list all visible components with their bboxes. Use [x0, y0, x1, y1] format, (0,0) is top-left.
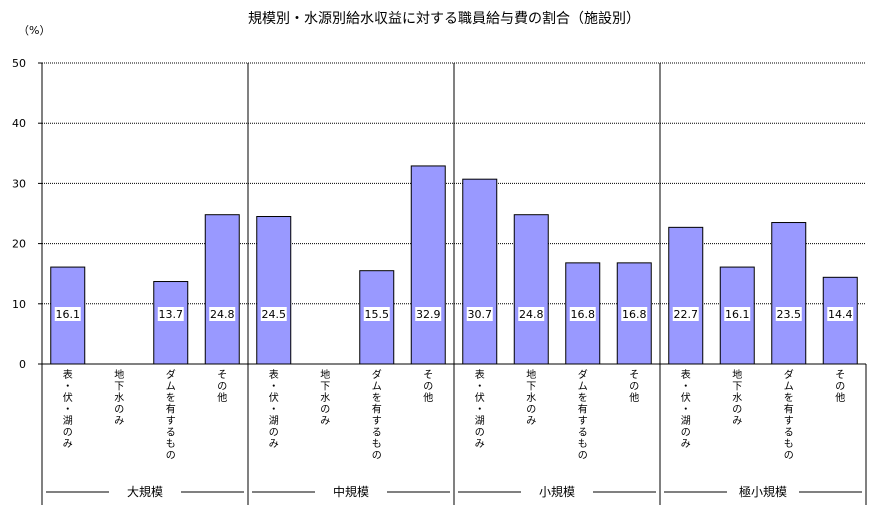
- group-label: 小規模: [539, 484, 575, 499]
- data-label: 23.5: [777, 308, 802, 321]
- category-label: その他: [217, 369, 227, 404]
- category-label: その他: [835, 369, 845, 404]
- data-label-background: [466, 307, 493, 321]
- y-tick-label: 50: [12, 57, 26, 70]
- y-tick-label: 40: [12, 117, 26, 130]
- bar: [513, 214, 549, 365]
- category-label: ダムを有するもの: [166, 368, 176, 462]
- category-label: 地下水のみ: [320, 368, 330, 427]
- data-label-background: [724, 307, 751, 321]
- y-tick-label: 10: [12, 298, 26, 311]
- group-label: 極小規模: [739, 484, 787, 499]
- data-label-background: [363, 307, 390, 321]
- data-label-background: [569, 307, 596, 321]
- data-label-background: [518, 307, 545, 321]
- data-label: 16.1: [725, 308, 750, 321]
- category-label: ダムを有するもの: [578, 368, 588, 462]
- category-label: 表・伏・湖のみ: [475, 368, 485, 450]
- category-label: 表・伏・湖のみ: [681, 368, 691, 450]
- data-label: 24.5: [262, 308, 287, 321]
- data-label: 24.8: [210, 308, 235, 321]
- category-label: 地下水のみ: [526, 368, 536, 427]
- data-label-background: [157, 307, 184, 321]
- category-label: ダムを有するもの: [372, 368, 382, 462]
- bar: [771, 222, 807, 365]
- data-label-background: [415, 307, 442, 321]
- data-label: 30.7: [468, 308, 493, 321]
- data-label: 22.7: [674, 308, 699, 321]
- data-label-background: [260, 307, 287, 321]
- category-label: その他: [423, 369, 433, 404]
- category-label: 地下水のみ: [732, 368, 742, 427]
- data-label-background: [209, 307, 236, 321]
- category-label: 表・伏・湖のみ: [269, 368, 279, 450]
- y-tick-label: 20: [12, 238, 26, 251]
- data-label: 16.8: [571, 308, 596, 321]
- data-label: 14.4: [828, 308, 853, 321]
- data-label-background: [621, 307, 648, 321]
- data-label: 15.5: [365, 308, 390, 321]
- data-label: 16.8: [622, 308, 647, 321]
- data-label-background: [775, 307, 802, 321]
- data-label: 32.9: [416, 308, 441, 321]
- category-label: その他: [629, 369, 639, 404]
- data-label: 13.7: [159, 308, 184, 321]
- group-label: 中規模: [333, 484, 369, 499]
- bar: [462, 178, 498, 365]
- category-label: 表・伏・湖のみ: [63, 368, 73, 450]
- y-tick-label: 0: [19, 358, 26, 371]
- bar: [204, 214, 240, 365]
- bar: [153, 281, 189, 365]
- data-label-background: [827, 307, 854, 321]
- bar: [410, 165, 446, 365]
- y-axis-unit-label: （%）: [18, 24, 51, 37]
- category-label: 地下水のみ: [114, 368, 124, 427]
- y-tick-label: 30: [12, 177, 26, 190]
- data-label-background: [672, 307, 699, 321]
- data-label-background: [54, 307, 81, 321]
- data-label: 16.1: [56, 308, 81, 321]
- bar: [668, 226, 704, 365]
- labels: 0 10 20 30 40 50 16.1 表・伏・湖のみ 地下水のみ 13.7 ダムを有するもの 2…: [12, 57, 854, 499]
- axes: [38, 62, 867, 505]
- bars: [50, 165, 858, 365]
- bar: [256, 216, 292, 365]
- chart-title: 規模別・水源別給水収益に対する職員給与費の割合（施設別）: [248, 11, 640, 27]
- data-label: 24.8: [519, 308, 544, 321]
- category-label: ダムを有するもの: [784, 368, 794, 462]
- group-label: 大規模: [127, 484, 163, 499]
